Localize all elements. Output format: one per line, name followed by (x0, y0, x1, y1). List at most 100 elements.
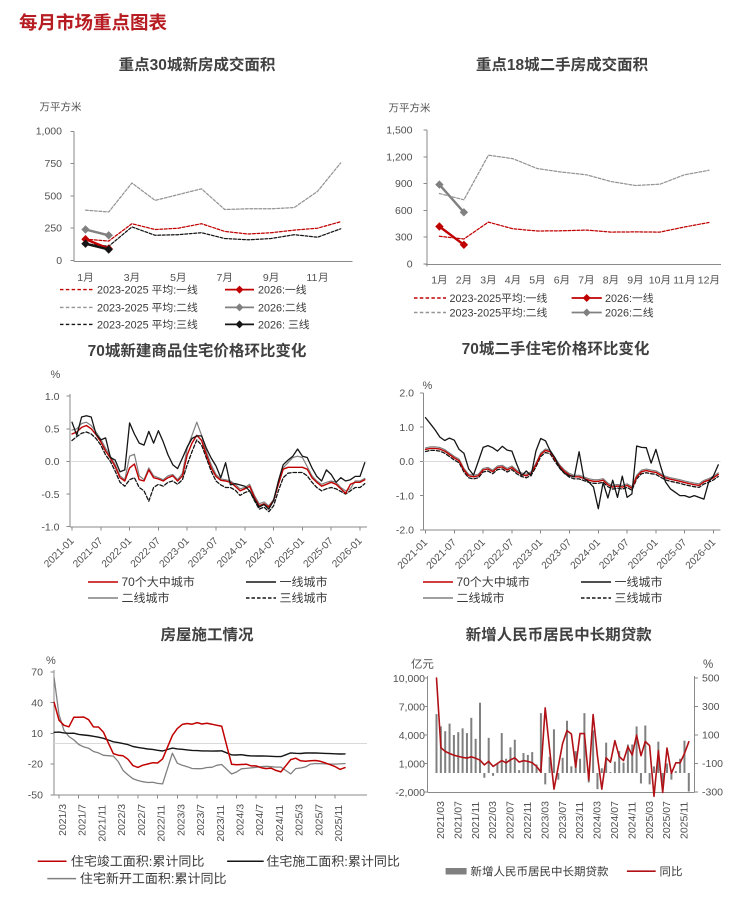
svg-text:2023-2025: 2023-2025 (450, 308, 502, 320)
svg-text:2023/11: 2023/11 (574, 802, 586, 839)
svg-text:4: 4 (505, 275, 511, 287)
svg-text::: : (523, 293, 526, 305)
svg-text:2026-01: 2026-01 (684, 537, 718, 571)
svg-text:2026:: 2026: (605, 308, 632, 320)
svg-text:7: 7 (217, 272, 223, 284)
svg-text:30: 30 (150, 57, 167, 74)
svg-text:2024-07: 2024-07 (597, 537, 631, 571)
svg-text:70: 70 (31, 667, 43, 679)
svg-text:2025/3: 2025/3 (295, 804, 306, 836)
svg-text:2026:: 2026: (258, 319, 285, 331)
svg-text:2024/7: 2024/7 (255, 804, 266, 836)
svg-text:%: % (46, 655, 56, 667)
svg-text:70: 70 (122, 575, 136, 589)
svg-text:2023/7: 2023/7 (196, 804, 207, 836)
svg-text:300: 300 (395, 232, 413, 244)
svg-text:2025/11: 2025/11 (334, 805, 345, 842)
svg-text:2024-01: 2024-01 (215, 536, 249, 570)
svg-text:70: 70 (457, 575, 471, 589)
svg-text:5: 5 (170, 272, 176, 284)
svg-text:0.0: 0.0 (399, 456, 414, 468)
svg-text:1,000: 1,000 (399, 758, 425, 770)
svg-text:2023-01: 2023-01 (511, 537, 545, 571)
svg-text:2025/03: 2025/03 (644, 801, 656, 839)
svg-text:250: 250 (45, 223, 63, 235)
svg-text:2022-07: 2022-07 (482, 537, 516, 571)
svg-text:2021-01: 2021-01 (42, 536, 76, 570)
svg-text:2023/11: 2023/11 (216, 805, 227, 842)
svg-text:11: 11 (306, 272, 317, 284)
svg-text:40: 40 (31, 697, 43, 709)
svg-text:%: % (703, 659, 713, 671)
svg-text:2022-01: 2022-01 (100, 536, 134, 570)
svg-text:2026:: 2026: (258, 302, 285, 314)
svg-text:2022-01: 2022-01 (453, 537, 487, 571)
svg-text::: : (149, 854, 153, 869)
svg-text:2024/3: 2024/3 (235, 804, 246, 836)
svg-text:2021/07: 2021/07 (452, 801, 464, 839)
svg-text:2023/3: 2023/3 (176, 804, 187, 836)
svg-text:2021/7: 2021/7 (78, 804, 89, 836)
svg-text:2022/11: 2022/11 (522, 802, 534, 839)
svg-text:10: 10 (649, 275, 661, 287)
svg-text:11: 11 (673, 275, 684, 287)
svg-text:2: 2 (456, 275, 462, 287)
svg-text:1: 1 (431, 275, 437, 287)
svg-text:9: 9 (263, 272, 269, 284)
svg-text:2.0: 2.0 (399, 388, 414, 400)
svg-text:70: 70 (462, 341, 479, 358)
svg-text:-300: -300 (702, 787, 723, 799)
svg-text::: : (173, 285, 176, 297)
svg-text:2022/03: 2022/03 (487, 801, 499, 839)
svg-text:2025-07: 2025-07 (655, 537, 689, 571)
svg-text:2023-07: 2023-07 (186, 536, 220, 570)
svg-text:2023-2025: 2023-2025 (450, 293, 502, 305)
svg-text:2026:: 2026: (605, 293, 632, 305)
svg-text:1,200: 1,200 (386, 151, 412, 163)
svg-text::: : (173, 302, 176, 314)
svg-text:2022/3: 2022/3 (117, 804, 128, 836)
svg-text:-1.0: -1.0 (41, 522, 59, 534)
svg-text:7,000: 7,000 (399, 701, 425, 713)
svg-text:8: 8 (603, 275, 609, 287)
svg-text:2022-07: 2022-07 (129, 536, 163, 570)
svg-text::: : (344, 854, 348, 869)
svg-text:600: 600 (395, 205, 413, 217)
svg-text:2021-01: 2021-01 (396, 537, 430, 571)
svg-text:9: 9 (627, 275, 633, 287)
svg-text:2026:: 2026: (258, 285, 285, 297)
svg-text:-2,000: -2,000 (395, 787, 425, 799)
svg-text::: : (171, 871, 175, 886)
svg-text:0: 0 (407, 258, 413, 270)
svg-text:5: 5 (529, 275, 535, 287)
svg-text:2023/03: 2023/03 (539, 801, 551, 839)
svg-text::: : (173, 319, 176, 331)
svg-text:100: 100 (702, 730, 720, 742)
svg-text:2023-2025: 2023-2025 (97, 319, 149, 331)
svg-text:7: 7 (578, 275, 584, 287)
svg-text:2021/3: 2021/3 (58, 804, 69, 836)
svg-text:-1.0: -1.0 (396, 490, 414, 502)
svg-text:0.5: 0.5 (45, 424, 60, 436)
svg-text:2025/7: 2025/7 (314, 804, 325, 836)
svg-text:2023-07: 2023-07 (540, 537, 574, 571)
svg-text:18: 18 (507, 57, 525, 74)
svg-text:2021/11: 2021/11 (470, 802, 482, 839)
svg-text:2025-07: 2025-07 (302, 536, 336, 570)
svg-text:2024/11: 2024/11 (275, 805, 286, 842)
svg-text:1.0: 1.0 (45, 391, 60, 403)
svg-text:12: 12 (698, 275, 710, 287)
svg-text:3: 3 (480, 275, 486, 287)
svg-text:2021-07: 2021-07 (71, 536, 105, 570)
svg-text:2023-2025: 2023-2025 (97, 302, 149, 314)
svg-text::: : (523, 308, 526, 320)
svg-text:2021/03: 2021/03 (435, 801, 447, 839)
svg-text:2022/7: 2022/7 (137, 804, 148, 836)
svg-text:1,000: 1,000 (36, 126, 62, 138)
svg-text:2022/11: 2022/11 (157, 805, 168, 842)
svg-text:1,500: 1,500 (386, 125, 412, 137)
svg-text:900: 900 (395, 178, 413, 190)
svg-text:70: 70 (88, 343, 105, 360)
svg-text:3: 3 (124, 272, 130, 284)
svg-text:%: % (423, 380, 433, 392)
